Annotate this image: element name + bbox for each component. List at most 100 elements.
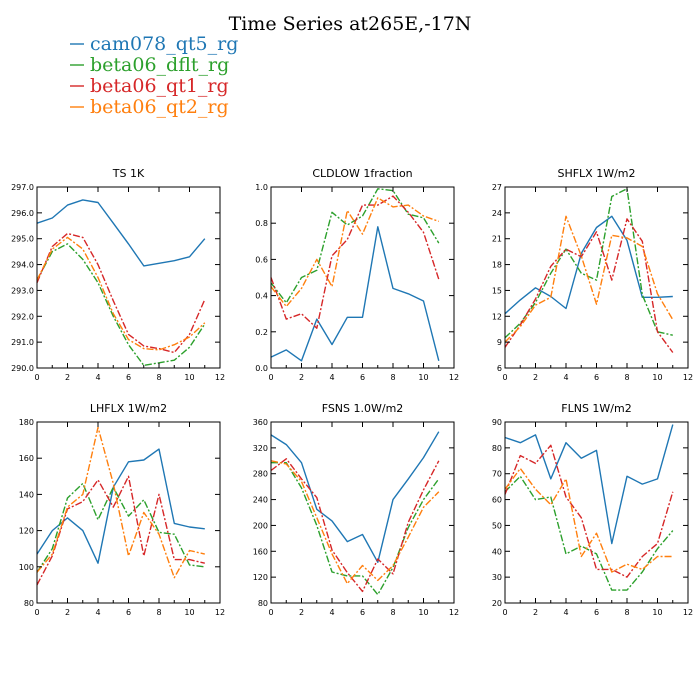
x-tick-label: 0 xyxy=(502,608,507,617)
x-tick-label: 6 xyxy=(126,373,131,382)
x-tick-label: 0 xyxy=(268,373,273,382)
x-tick-label: 0 xyxy=(268,608,273,617)
y-tick-label: 100 xyxy=(19,563,34,572)
series-line-beta06-dflt-rg xyxy=(271,462,440,596)
y-tick-label: 290.0 xyxy=(11,364,34,373)
x-tick-label: 0 xyxy=(34,373,39,382)
y-tick-label: 280 xyxy=(253,470,268,479)
panel-title: FSNS 1.0W/m2 xyxy=(322,402,404,415)
x-tick-label: 4 xyxy=(563,373,568,382)
y-tick-label: 140 xyxy=(19,490,34,499)
x-tick-label: 0 xyxy=(34,608,39,617)
y-tick-label: 296.0 xyxy=(11,209,34,218)
x-tick-label: 2 xyxy=(533,373,538,382)
legend-label-beta06-dflt-rg: beta06_dflt_rg xyxy=(90,54,229,76)
y-tick-label: 9 xyxy=(497,338,502,347)
y-tick-label: 0.8 xyxy=(255,219,268,228)
x-tick-label: 8 xyxy=(390,373,395,382)
x-tick-label: 8 xyxy=(624,608,629,617)
x-tick-label: 12 xyxy=(215,608,225,617)
series-line-beta06-qt1-rg xyxy=(270,458,440,593)
x-tick-label: 4 xyxy=(95,608,100,617)
y-tick-label: 180 xyxy=(19,418,34,427)
x-tick-label: 10 xyxy=(418,373,428,382)
y-tick-label: 80 xyxy=(492,444,502,453)
panel-lhflx: LHFLX 1W/m2 0 2 4 6 8 10 12 80 100 120 140 160 180 xyxy=(19,402,225,617)
y-tick-label: 90 xyxy=(492,418,502,427)
series-line-beta06-qt1-rg xyxy=(36,232,206,354)
y-tick-label: 20 xyxy=(492,599,502,608)
x-tick-label: 10 xyxy=(418,608,428,617)
series-line-beta06-dflt-rg xyxy=(36,243,206,367)
y-tick-label: 6 xyxy=(497,364,502,373)
y-tick-label: 360 xyxy=(253,418,268,427)
y-tick-label: 12 xyxy=(492,312,502,321)
y-tick-label: 21 xyxy=(492,235,502,244)
x-tick-label: 12 xyxy=(449,608,459,617)
x-tick-label: 10 xyxy=(652,373,662,382)
y-tick-label: 293.0 xyxy=(11,286,34,295)
legend-label-cam078-qt5-rg: cam078_qt5_rg xyxy=(90,33,238,55)
y-tick-label: 0.0 xyxy=(255,364,268,373)
y-tick-label: 24 xyxy=(492,209,502,218)
panel-title: SHFLX 1W/m2 xyxy=(557,167,635,180)
panel-title: CLDLOW 1fraction xyxy=(312,167,412,180)
series-line-cam078-qt5-rg xyxy=(504,424,674,545)
y-tick-label: 295.0 xyxy=(11,235,34,244)
panel-title: FLNS 1W/m2 xyxy=(561,402,631,415)
legend: cam078_qt5_rgbeta06_dflt_rgbeta06_qt1_rg… xyxy=(70,33,238,118)
x-tick-label: 12 xyxy=(683,373,693,382)
x-tick-label: 12 xyxy=(215,373,225,382)
x-tick-label: 4 xyxy=(329,373,334,382)
x-tick-label: 10 xyxy=(184,608,194,617)
y-tick-label: 297.0 xyxy=(11,183,34,192)
x-tick-label: 6 xyxy=(360,373,365,382)
x-tick-label: 8 xyxy=(156,608,161,617)
series-line-beta06-qt2-rg xyxy=(36,236,206,351)
y-tick-label: 0.4 xyxy=(255,292,268,301)
y-tick-label: 80 xyxy=(24,599,34,608)
y-tick-label: 1.0 xyxy=(255,183,268,192)
y-tick-label: 0.2 xyxy=(255,328,268,337)
x-tick-label: 4 xyxy=(95,373,100,382)
x-tick-label: 12 xyxy=(449,373,459,382)
y-tick-label: 120 xyxy=(19,527,34,536)
legend-label-beta06-qt2-rg: beta06_qt2_rg xyxy=(90,96,229,118)
y-tick-label: 80 xyxy=(258,599,268,608)
x-tick-label: 12 xyxy=(683,608,693,617)
series-line-beta06-dflt-rg xyxy=(504,475,674,591)
y-tick-label: 15 xyxy=(492,286,502,295)
x-tick-label: 8 xyxy=(624,373,629,382)
series-line-cam078-qt5-rg xyxy=(270,431,440,563)
y-tick-label: 27 xyxy=(492,183,502,192)
x-tick-label: 6 xyxy=(594,608,599,617)
series-line-beta06-dflt-rg xyxy=(504,187,673,339)
legend-label-beta06-qt1-rg: beta06_qt1_rg xyxy=(90,75,229,97)
series-line-beta06-qt2-rg xyxy=(36,426,205,579)
series-line-beta06-dflt-rg xyxy=(270,188,440,304)
series-line-beta06-qt2-rg xyxy=(504,467,673,573)
x-tick-label: 4 xyxy=(563,608,568,617)
x-tick-label: 4 xyxy=(329,608,334,617)
series-line-cam078-qt5-rg xyxy=(36,448,205,564)
panel-ts: TS 1K 0 2 4 6 8 10 12 290.0 291.0 292.0 293.0 294.0 2… xyxy=(11,167,225,382)
panel-fsns: FSNS 1.0W/m2 0 2 4 6 8 10 12 80 120 160 200 240 280 32… xyxy=(253,402,459,617)
panel-title: TS 1K xyxy=(112,167,145,180)
x-tick-label: 2 xyxy=(65,373,70,382)
y-tick-label: 30 xyxy=(492,573,502,582)
y-tick-label: 294.0 xyxy=(11,261,34,270)
x-tick-label: 6 xyxy=(594,373,599,382)
series-line-beta06-dflt-rg xyxy=(36,482,205,573)
y-tick-label: 320 xyxy=(253,444,268,453)
y-tick-label: 40 xyxy=(492,547,502,556)
x-tick-label: 2 xyxy=(533,608,538,617)
y-tick-label: 120 xyxy=(253,573,268,582)
y-tick-label: 18 xyxy=(492,261,502,270)
series-line-beta06-qt2-rg xyxy=(270,197,440,308)
x-tick-label: 2 xyxy=(65,608,70,617)
x-tick-label: 10 xyxy=(652,608,662,617)
y-tick-label: 50 xyxy=(492,521,502,530)
x-tick-label: 8 xyxy=(156,373,161,382)
